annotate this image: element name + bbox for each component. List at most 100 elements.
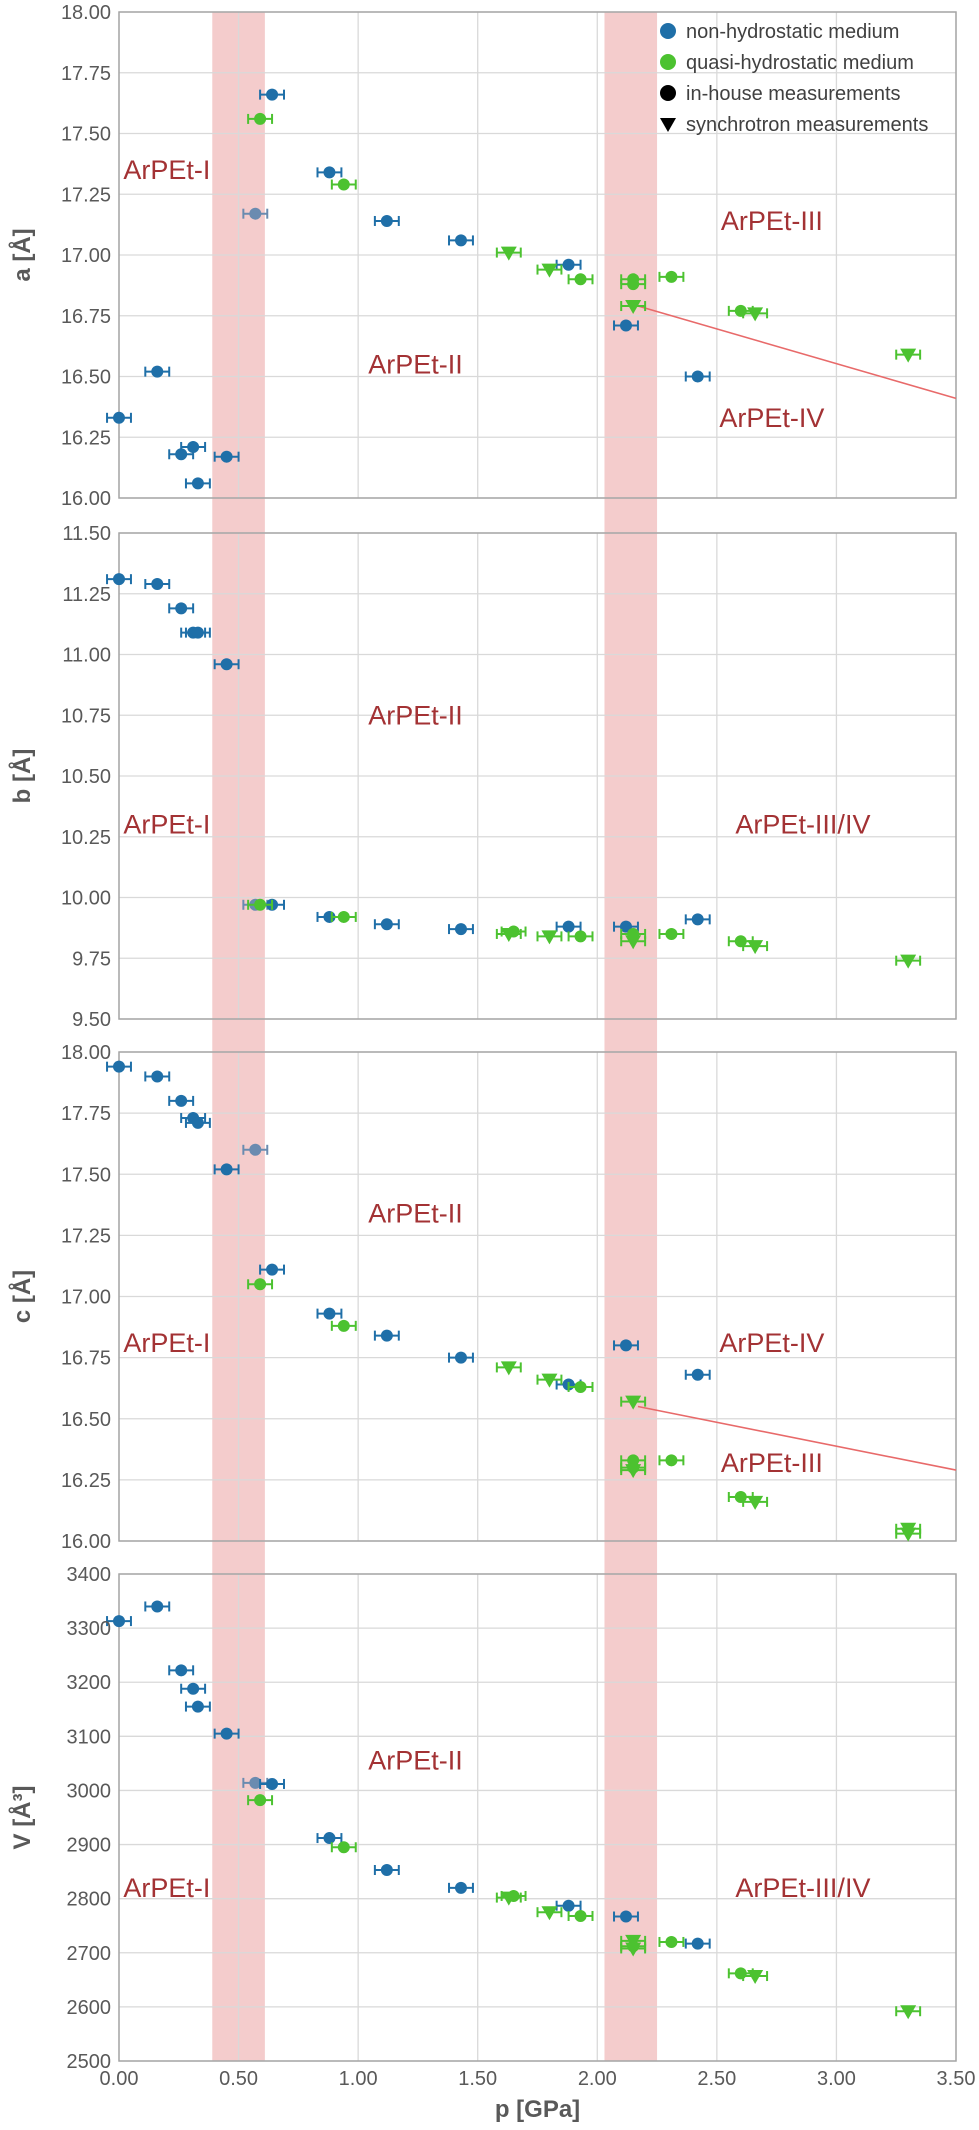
x-tick-label: 3.50 [937,2068,976,2090]
circle-marker [266,88,279,101]
y-tick-label: 2800 [67,1889,112,1911]
legend-circle-icon [660,54,676,70]
circle-marker [574,930,587,943]
circle-marker [562,258,575,271]
x-tick-label: 3.00 [817,2068,856,2090]
circle-marker [323,1307,336,1320]
x-tick-labels: 0.00 0.50 1.00 1.50 2.00 2.50 3.00 3.50 [100,2068,976,2090]
circle-marker [734,1967,747,1980]
circle-marker [380,214,393,227]
circle-marker [266,1263,279,1276]
y-tick-label: 11.25 [62,584,111,606]
y-axis-label: c [Å] [8,1270,36,1323]
x-tick-label: 0.50 [219,2068,258,2090]
y-tick-label: 16.25 [61,427,111,449]
y-tick-label: 9.50 [72,1009,111,1031]
circle-marker [454,1881,467,1894]
circle-marker [191,1116,204,1129]
y-tick-label: 16.25 [61,1470,111,1492]
circle-marker [337,1319,350,1332]
circle-marker [380,1329,393,1342]
circle-marker [454,1351,467,1364]
y-tick-label: 17.25 [61,1225,111,1247]
circle-marker [337,1841,350,1854]
circle-marker [574,1380,587,1393]
circle-marker [691,370,704,383]
triangle-marker [900,1527,917,1542]
y-tick-label: 16.75 [61,306,111,328]
circle-marker [191,477,204,490]
circle-marker [337,178,350,191]
circle-marker [691,913,704,926]
circle-marker [619,1910,632,1923]
y-tick-label: 16.50 [61,367,111,389]
circle-marker [619,1339,632,1352]
circle-marker [665,927,678,940]
circle-marker [619,319,632,332]
circle-marker [574,273,587,286]
circle-marker [665,1454,678,1467]
circle-marker [220,658,233,671]
triangle-marker [747,1495,764,1510]
phase-label: ArPEt-II [368,349,463,379]
y-tick-label: 17.75 [61,1103,111,1125]
y-tick-label: 18.00 [61,2,111,24]
y-tick-label: 2500 [67,2051,112,2073]
phase-label: ArPEt-I [123,155,210,185]
circle-marker [691,1937,704,1950]
phase-label: ArPEt-I [123,810,210,840]
x-tick-label: 2.50 [697,2068,736,2090]
circle-marker [734,304,747,317]
circle-marker [454,923,467,936]
legend-triangle-icon [660,118,676,132]
legend-circle-icon [660,85,676,101]
y-tick-label: 3200 [67,1672,112,1694]
triangle-marker [541,263,558,278]
circle-marker [249,207,262,220]
circle-marker [151,365,164,378]
y-tick-label: 3400 [67,1564,112,1586]
legend: non-hydrostatic medium quasi-hydrostatic … [660,21,928,136]
panel-frame [118,11,957,499]
y-tick-label: 10.50 [61,766,111,788]
circle-marker [175,602,188,615]
y-tick-label: 16.75 [61,1348,111,1370]
y-tick-label: 10.25 [61,827,111,849]
y-tick-label: 2600 [67,1997,112,2019]
triangle-marker [625,1395,642,1410]
circle-marker [175,448,188,461]
triangle-marker [541,1906,558,1921]
circle-marker [175,1094,188,1107]
circle-marker [220,1727,233,1740]
triangle-marker [900,348,917,363]
phase-label: ArPEt-IV [719,1328,824,1358]
circle-marker [191,626,204,639]
circle-marker [113,1615,125,1628]
phase-labels: ArPEt-I ArPEt-II ArPEt-III ArPEt-IV ArPEt-I A… [123,155,870,1903]
circle-marker [254,898,267,911]
y-tick-labels: 18.00 17.75 17.50 17.25 17.00 16.75 16.50 16.25… [61,2,111,2073]
circle-marker [627,278,640,291]
y-tick-label: 17.00 [61,245,111,267]
legend-label: synchrotron measurements [686,114,928,136]
y-tick-label: 10.75 [61,705,111,727]
y-tick-label: 17.75 [61,63,111,85]
triangle-marker [900,954,917,969]
circle-marker [151,578,164,591]
triangle-marker [900,2005,917,2020]
circle-marker [191,1700,204,1713]
y-tick-label: 9.75 [72,948,111,970]
y-tick-label: 11.50 [62,523,111,545]
circle-marker [113,1060,125,1073]
circle-marker [691,1368,704,1381]
circle-marker [249,1143,262,1156]
panel-frame [118,532,957,1020]
phase-label: ArPEt-IV [719,403,824,433]
circle-marker [562,920,575,933]
y-tick-label: 3000 [67,1780,112,1802]
phase-label: ArPEt-II [368,1746,463,1776]
triangle-marker [500,1361,517,1376]
triangle-marker [625,1942,642,1957]
y-tick-label: 2700 [67,1943,112,1965]
